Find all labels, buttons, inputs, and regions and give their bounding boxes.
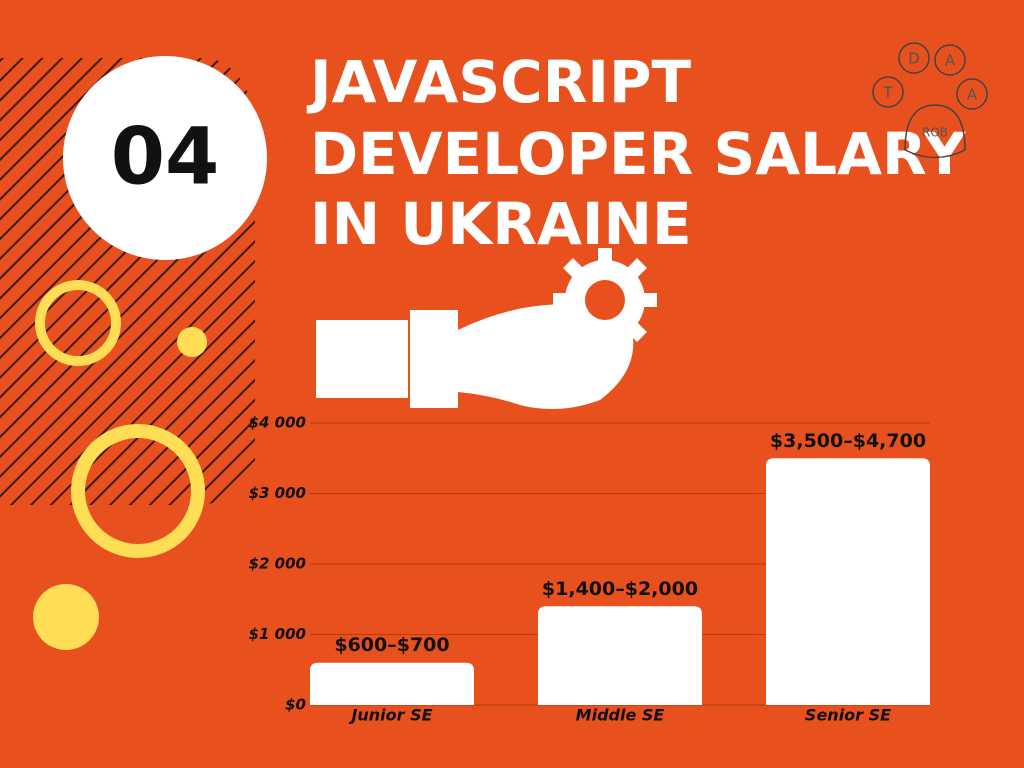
deco-ring [35, 280, 121, 366]
logo-name: ROB [922, 126, 948, 140]
x-tick-label: Senior SE [805, 706, 891, 725]
logo-letter: A [967, 86, 978, 104]
logo-letter: D [908, 50, 920, 68]
title-line: IN UKRAINE [310, 190, 692, 258]
logo-letter: A [945, 52, 956, 70]
y-tick-label: $2 000 [249, 555, 306, 573]
x-tick-label: Junior SE [348, 706, 432, 725]
logo-letter: T [882, 84, 893, 102]
value-label: $3,500–$4,700 [770, 430, 926, 452]
x-tick-label: Middle SE [576, 706, 665, 725]
value-label: $600–$700 [334, 634, 449, 656]
y-tick-label: $3 000 [249, 484, 306, 502]
bar [538, 606, 702, 705]
y-tick-label: $0 [285, 696, 306, 714]
title-line: JAVASCRIPT [306, 48, 691, 116]
deco-dot [177, 327, 207, 357]
bar [310, 662, 474, 705]
badge-number: 04 [111, 112, 220, 202]
deco-ring [71, 424, 205, 558]
deco-dot [33, 584, 99, 650]
hand-illustration [316, 248, 657, 409]
bar [766, 458, 930, 705]
y-tick-label: $1 000 [249, 625, 306, 643]
logo [872, 42, 988, 159]
y-tick-label: $4 000 [249, 414, 306, 432]
value-label: $1,400–$2,000 [542, 578, 698, 600]
title-line: DEVELOPER SALARY [310, 120, 966, 188]
badge-circle [63, 56, 267, 260]
